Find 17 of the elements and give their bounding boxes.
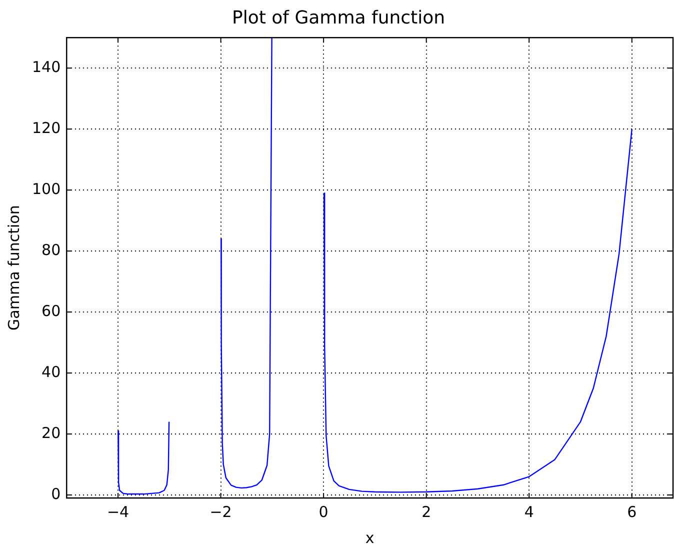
y-tick-label: 100	[32, 180, 61, 198]
y-tick-label: 20	[42, 424, 61, 442]
x-tick-label: 0	[318, 502, 328, 521]
x-tick-label: 2	[422, 502, 432, 521]
y-tick-label: 80	[42, 240, 61, 259]
y-axis-title: Gamma function	[4, 205, 23, 330]
y-tick-label: 140	[32, 58, 61, 76]
y-tick-label: 60	[42, 302, 61, 320]
x-tick-label: 6	[627, 502, 637, 521]
chart-title: Plot of Gamma function	[232, 7, 446, 28]
y-tick-label: 40	[42, 362, 61, 381]
x-tick-label: −4	[106, 502, 130, 521]
y-tick-label: 120	[32, 118, 61, 137]
x-axis-title: x	[365, 528, 374, 547]
x-tick-label: −2	[210, 502, 232, 521]
y-tick-label: 0	[51, 484, 61, 503]
x-tick-label: 4	[524, 502, 534, 521]
